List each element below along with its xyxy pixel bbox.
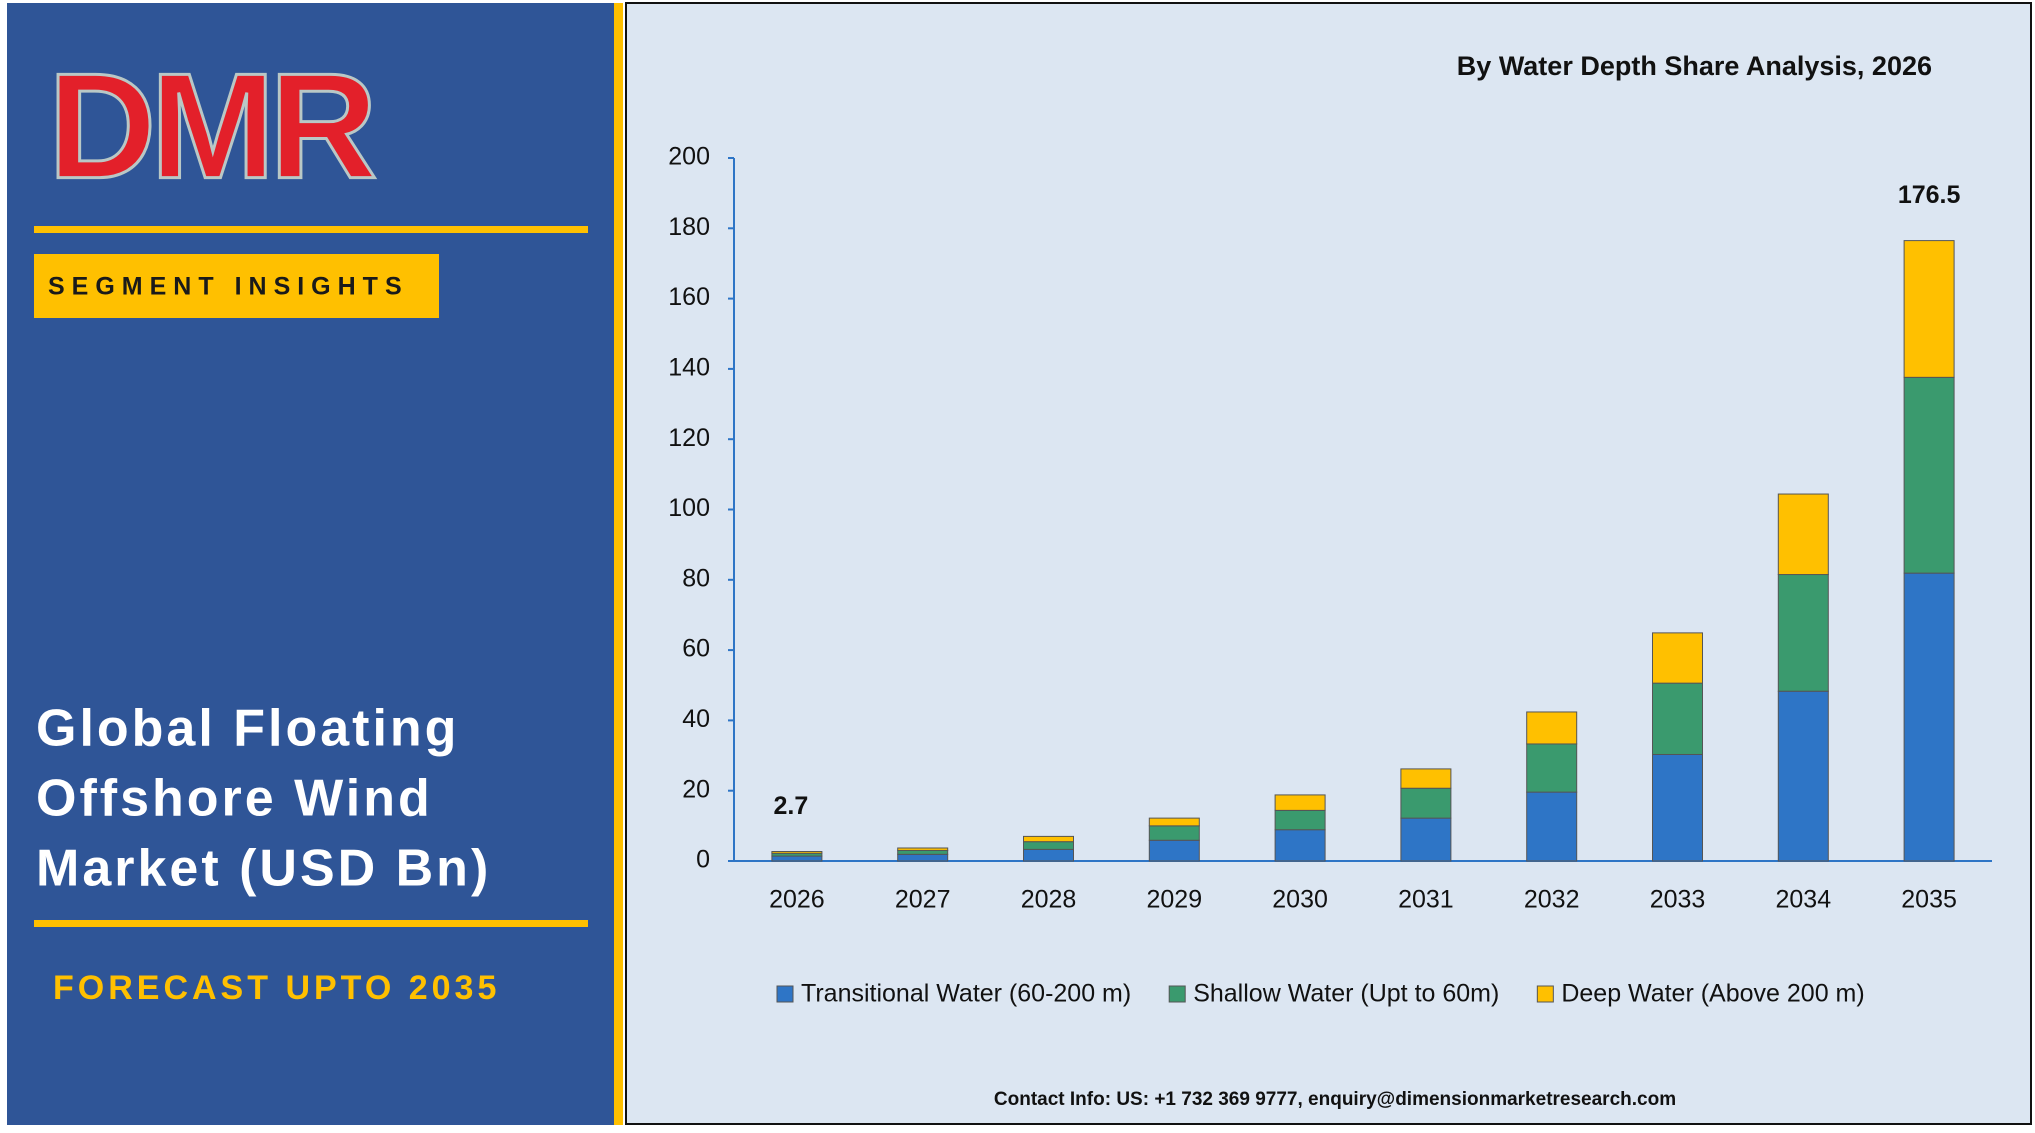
y-tick-label: 120 <box>668 424 710 452</box>
bar-segment <box>1777 574 1829 692</box>
x-tick-label: 2032 <box>1524 886 1580 914</box>
tag: SEGMENT INSIGHTS <box>48 273 409 301</box>
y-tick-label: 60 <box>682 635 710 663</box>
x-tick-label: 2029 <box>1146 886 1202 914</box>
bar-segment <box>1652 753 1703 862</box>
legend-label: Transitional Water (60-200 m) <box>801 980 1131 1008</box>
x-tick-label: 2031 <box>1398 886 1454 914</box>
side-panel <box>7 3 614 1125</box>
legend-marker <box>1536 985 1554 1003</box>
bar-segment <box>1400 817 1452 862</box>
bar-segment <box>1903 240 1955 378</box>
bar-segment <box>1148 825 1200 841</box>
bar-segment <box>1274 809 1326 831</box>
logo: DMR <box>48 42 375 210</box>
y-tick-label: 200 <box>668 143 710 171</box>
bar-segment <box>1652 682 1703 755</box>
bar-segment <box>1526 743 1578 793</box>
bar-segment <box>1023 835 1074 843</box>
legend-marker <box>1168 985 1186 1003</box>
x-tick-label: 2030 <box>1272 886 1328 914</box>
forecast: FORECAST UPTO 2035 <box>53 969 500 1007</box>
heading: Global Floating <box>36 700 459 758</box>
heading: Offshore Wind <box>36 770 433 828</box>
total-label: 176.5 <box>1898 181 1961 209</box>
bar-segment <box>1777 690 1829 862</box>
x-tick-label: 2028 <box>1021 886 1077 914</box>
y-tick-label: 80 <box>682 564 710 592</box>
bar-segment <box>1777 493 1829 576</box>
divider <box>34 226 588 233</box>
legend-label: Shallow Water (Upt to 60m) <box>1193 980 1499 1008</box>
tag-box <box>34 254 439 318</box>
heading: Market (USD Bn) <box>36 840 491 898</box>
bar-segment <box>771 851 823 854</box>
bar-segment <box>1274 794 1326 811</box>
bar-segment <box>897 853 949 862</box>
chart-title: By Water Depth Share Analysis, 2026 <box>1457 51 1932 81</box>
legend-marker <box>776 985 794 1003</box>
y-tick-label: 40 <box>682 705 710 733</box>
y-tick-label: 20 <box>682 775 710 803</box>
bar-segment <box>1274 829 1326 862</box>
x-tick-label: 2027 <box>895 886 951 914</box>
divider <box>34 920 588 927</box>
bar-segment <box>1400 768 1452 789</box>
x-tick-label: 2033 <box>1650 886 1706 914</box>
bar-segment <box>1652 632 1703 684</box>
bar-segment <box>1526 791 1578 862</box>
x-tick-label: 2034 <box>1775 886 1831 914</box>
bar-segment <box>1903 376 1955 574</box>
y-tick-label: 160 <box>668 283 710 311</box>
y-tick-label: 100 <box>668 494 710 522</box>
bar-segment <box>1023 841 1074 850</box>
y-tick-label: 140 <box>668 354 710 382</box>
bar-segment <box>1400 787 1452 819</box>
bar-segment <box>1148 817 1200 827</box>
y-tick-label: 0 <box>696 846 710 874</box>
legend-label: Deep Water (Above 200 m) <box>1561 980 1864 1008</box>
y-tick-label: 180 <box>668 213 710 241</box>
bar-segment <box>771 855 823 862</box>
bar-segment <box>1023 848 1074 862</box>
contact: Contact Info: US: +1 732 369 9777, enqui… <box>994 1089 1676 1110</box>
bar-segment <box>897 847 949 851</box>
bar-segment <box>897 849 949 855</box>
x-tick-label: 2026 <box>769 886 825 914</box>
x-tick-label: 2035 <box>1901 886 1957 914</box>
side-stripe <box>614 3 623 1125</box>
total-label: 2.7 <box>774 792 809 820</box>
bar-segment <box>1903 572 1955 862</box>
bar-segment <box>1526 711 1578 745</box>
bar-segment <box>1148 839 1200 862</box>
